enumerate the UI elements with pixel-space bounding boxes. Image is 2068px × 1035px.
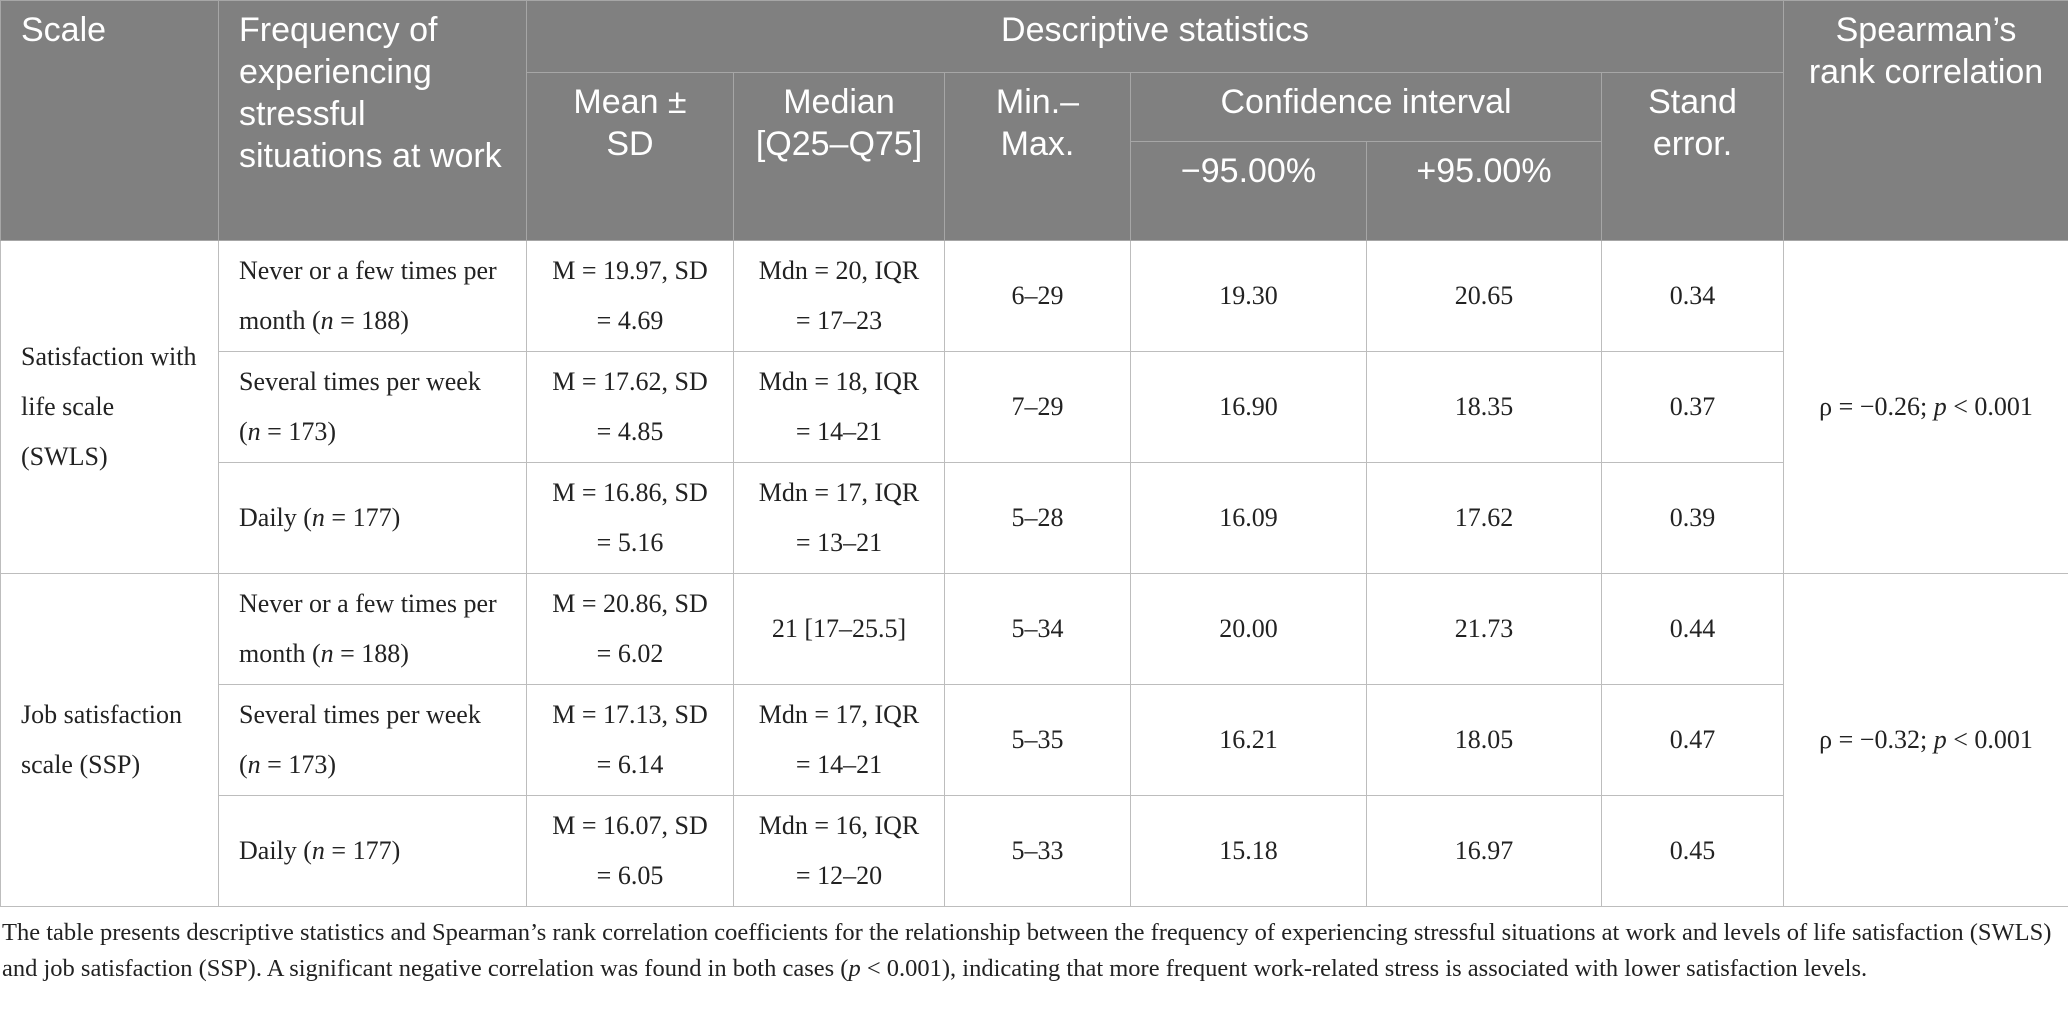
- stats-table: Scale Frequency of experiencing stressfu…: [0, 0, 2068, 907]
- ci-low-cell: 16.09: [1130, 462, 1367, 574]
- table-row: Daily (n = 177) M = 16.07, SD = 6.05 Mdn =…: [1, 795, 2068, 907]
- minmax-cell: 6–29: [944, 240, 1131, 352]
- mean-cell: M = 20.86, SD = 6.02: [526, 573, 734, 685]
- ci-high-cell: 18.05: [1366, 684, 1602, 796]
- ci-high-cell: 20.65: [1366, 240, 1602, 352]
- minmax-cell: 5–34: [944, 573, 1131, 685]
- header-row: Scale Frequency of experiencing stressfu…: [0, 0, 2068, 241]
- median-cell: Mdn = 17, IQR = 14–21: [733, 684, 945, 796]
- text: Daily (: [239, 836, 312, 865]
- table-body: Satisfaction with life scale (SWLS) Never…: [0, 240, 2068, 907]
- frequency-cell: Daily (n = 177): [218, 462, 527, 574]
- text: < 0.001: [1946, 725, 2033, 754]
- ci-low-cell: 16.21: [1130, 684, 1367, 796]
- header-cell: Frequency of experiencing stressful situ…: [218, 0, 527, 241]
- median-cell: Mdn = 18, IQR = 14–21: [733, 351, 945, 463]
- se-cell: 0.34: [1600, 240, 1785, 352]
- ci-low-cell: 20.00: [1130, 573, 1367, 685]
- table-row: Several times per week (n = 173) M = 17.1…: [1, 684, 2068, 796]
- header-cell: Confidence interval: [1130, 72, 1602, 142]
- frequency-cell: Never or a few times per month (n = 188): [218, 573, 527, 685]
- italic-text: n: [311, 503, 325, 532]
- scale-cell: Satisfaction with life scale (SWLS): [0, 240, 219, 574]
- se-cell: 0.47: [1600, 684, 1785, 796]
- frequency-cell: Several times per week (n = 173): [218, 351, 527, 463]
- text: = 177): [324, 503, 401, 532]
- table-row: Daily (n = 177) M = 16.86, SD = 5.16 Mdn =…: [1, 462, 2068, 574]
- italic-text: n: [247, 750, 261, 779]
- mean-cell: M = 19.97, SD = 4.69: [526, 240, 734, 352]
- header-cell: Mean ± SD: [526, 72, 734, 241]
- median-cell: Mdn = 17, IQR = 13–21: [733, 462, 945, 574]
- text: < 0.001), indicating that more frequent …: [860, 955, 1868, 982]
- ci-low-cell: 16.90: [1130, 351, 1367, 463]
- text: Never or a few times per month (: [239, 256, 497, 335]
- median-cell: Mdn = 20, IQR = 17–23: [733, 240, 945, 352]
- ci-low-cell: 15.18: [1130, 795, 1367, 907]
- se-cell: 0.37: [1600, 351, 1785, 463]
- footnote: The table presents descriptive statistic…: [2, 915, 2062, 987]
- italic-text: p: [1933, 392, 1947, 421]
- minmax-cell: 5–33: [944, 795, 1131, 907]
- text: The table presents descriptive statistic…: [2, 919, 2052, 982]
- table-row: Job satisfaction scale (SSP) Never or a f…: [0, 573, 2068, 907]
- ci-low-cell: 19.30: [1130, 240, 1367, 352]
- text: Never or a few times per month (: [239, 589, 497, 668]
- minmax-cell: 5–35: [944, 684, 1131, 796]
- se-cell: 0.39: [1600, 462, 1785, 574]
- mean-cell: M = 16.86, SD = 5.16: [526, 462, 734, 574]
- ci-high-cell: 16.97: [1366, 795, 1602, 907]
- ci-high-cell: 18.35: [1366, 351, 1602, 463]
- correlation-cell: ρ = −0.26; p < 0.001: [1783, 240, 2068, 574]
- table-row: Several times per week (n = 173) M = 17.6…: [1, 351, 2068, 463]
- text: ρ = −0.26;: [1819, 392, 1934, 421]
- mean-cell: M = 17.62, SD = 4.85: [526, 351, 734, 463]
- table-header: Scale Frequency of experiencing stressfu…: [0, 0, 2068, 241]
- italic-text: p: [848, 955, 861, 982]
- header-row: Mean ± SD Median [Q25–Q75] Min.–Max. Con…: [1, 72, 2068, 241]
- header-cell: Descriptive statistics: [525, 0, 1785, 73]
- table-row: Satisfaction with life scale (SWLS) Never…: [0, 240, 2068, 574]
- ci-high-cell: 17.62: [1366, 462, 1602, 574]
- italic-text: n: [320, 306, 334, 335]
- text: < 0.001: [1946, 392, 2033, 421]
- italic-text: p: [1933, 725, 1947, 754]
- mean-cell: M = 16.07, SD = 6.05: [526, 795, 734, 907]
- header-cell: Min.–Max.: [944, 72, 1131, 241]
- header-cell: +95.00%: [1366, 141, 1602, 241]
- text: = 173): [260, 750, 336, 779]
- italic-text: n: [311, 836, 325, 865]
- italic-text: n: [320, 639, 334, 668]
- header-cell: −95.00%: [1130, 141, 1367, 241]
- scale-cell: Job satisfaction scale (SSP): [0, 573, 219, 907]
- text: = 173): [260, 417, 336, 446]
- median-cell: 21 [17–25.5]: [733, 573, 945, 685]
- se-cell: 0.44: [1600, 573, 1785, 685]
- text: Daily (: [239, 503, 312, 532]
- correlation-cell: ρ = −0.32; p < 0.001: [1783, 573, 2068, 907]
- header-cell: Stand error.: [1600, 72, 1785, 241]
- header-cell: Spearman’s rank correlation: [1783, 0, 2068, 241]
- mean-cell: M = 17.13, SD = 6.14: [526, 684, 734, 796]
- se-cell: 0.45: [1600, 795, 1785, 907]
- text: = 188): [333, 306, 409, 335]
- text: = 177): [324, 836, 401, 865]
- italic-text: n: [247, 417, 261, 446]
- minmax-cell: 7–29: [944, 351, 1131, 463]
- text: Several times per week (: [239, 700, 481, 779]
- frequency-cell: Never or a few times per month (n = 188): [218, 240, 527, 352]
- header-row: −95.00% +95.00%: [1, 141, 2068, 241]
- frequency-cell: Daily (n = 177): [218, 795, 527, 907]
- frequency-cell: Several times per week (n = 173): [218, 684, 527, 796]
- text: ρ = −0.32;: [1819, 725, 1934, 754]
- text: = 188): [333, 639, 409, 668]
- text: Several times per week (: [239, 367, 481, 446]
- header-cell: Median [Q25–Q75]: [733, 72, 945, 241]
- minmax-cell: 5–28: [944, 462, 1131, 574]
- median-cell: Mdn = 16, IQR = 12–20: [733, 795, 945, 907]
- ci-high-cell: 21.73: [1366, 573, 1602, 685]
- header-cell: Scale: [0, 0, 219, 241]
